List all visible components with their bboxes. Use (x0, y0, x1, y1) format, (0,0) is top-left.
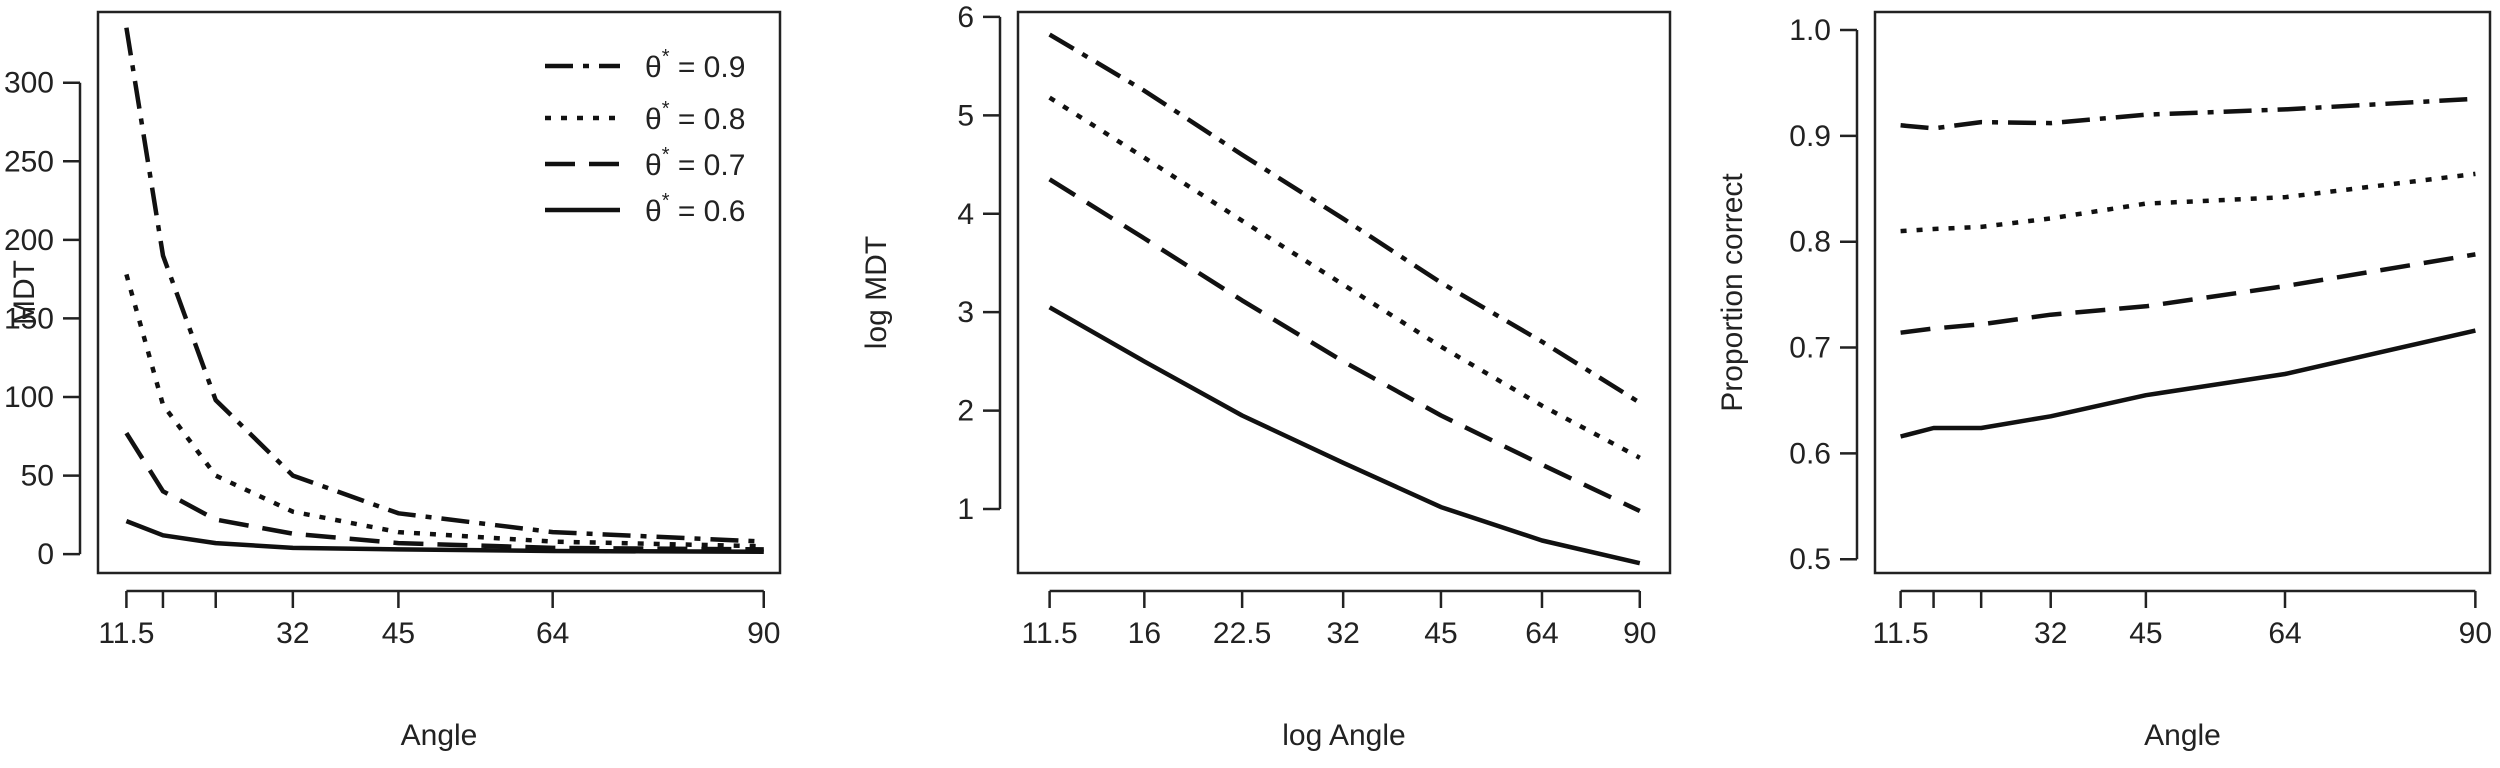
x-tick-label: 11.5 (98, 617, 154, 650)
series-line-dashed (124, 431, 764, 552)
y-tick-label: 0.6 (1789, 437, 1831, 470)
y-tick-label: 6 (957, 1, 974, 34)
y-tick-label: 1.0 (1789, 14, 1831, 47)
x-tick-label: 45 (382, 617, 415, 650)
x-tick-label: 64 (1525, 617, 1558, 650)
legend-value: = 0.6 (669, 195, 745, 228)
x-axis-title: Angle (2144, 719, 2221, 752)
legend-label: θ* = 0.6 (645, 190, 745, 228)
series-line-solid (125, 519, 764, 555)
legend-label: θ* = 0.9 (645, 46, 745, 84)
x-tick-label: 16 (1128, 617, 1161, 650)
x-tick-label: 22.5 (1213, 617, 1271, 650)
y-tick-label: 0.7 (1789, 332, 1831, 365)
series-line-dashed (1048, 177, 1641, 514)
series-line-dashed (1900, 252, 2476, 335)
y-tick-label: 0.9 (1789, 120, 1831, 153)
y-tick-label: 200 (4, 224, 54, 257)
x-tick-label: 90 (1623, 617, 1656, 650)
y-tick-label: 50 (21, 460, 54, 493)
x-tick-label: 90 (747, 617, 780, 650)
legend-label: θ* = 0.8 (645, 98, 745, 136)
legend-symbol: θ (645, 103, 662, 136)
y-tick-label: 250 (4, 145, 54, 178)
series-line-solid (1900, 328, 2476, 439)
x-tick-label: 11.5 (1022, 617, 1078, 650)
legend-symbol: θ (645, 195, 662, 228)
legend-superscript: * (662, 46, 670, 68)
series-line-solid (1048, 305, 1641, 566)
y-tick-label: 5 (957, 99, 974, 132)
y-tick-label: 300 (4, 67, 54, 100)
x-axis-title: log Angle (1282, 719, 1405, 752)
x-tick-label: 64 (536, 617, 569, 650)
y-tick-label: 4 (957, 198, 974, 231)
legend-symbol: θ (645, 149, 662, 182)
plot-frame (96, 10, 782, 575)
series-line-dotted (1048, 95, 1641, 460)
y-axis-title: Proportion correct (1716, 173, 1749, 412)
chart-panel-1: 11.5 32 45 64 90050100150200250300AngleMDTθ*… (4, 10, 782, 752)
x-tick-label: 32 (276, 617, 309, 650)
y-tick-label: 0.8 (1789, 226, 1831, 259)
chart-panel-3: 11.5 32 45 64 90 0.5 0.6 0.7 0.8 0.9 1.0 Angle Propo… (1716, 10, 2492, 752)
x-tick-label: 45 (1424, 617, 1457, 650)
legend-value: = 0.8 (669, 103, 745, 136)
legend-superscript: * (662, 190, 670, 212)
x-tick-label: 64 (2268, 617, 2301, 650)
series-line-dashdot (1900, 96, 2476, 131)
y-axis-title: MDT (8, 260, 41, 325)
legend: θ* = 0.9θ* = 0.8θ* = 0.7θ* = 0.6 (545, 46, 745, 228)
legend-label: θ* = 0.7 (645, 144, 745, 182)
plot-frame (1016, 10, 1672, 575)
legend-value: = 0.7 (669, 149, 745, 182)
series-line-dotted (124, 273, 764, 549)
x-tick-label: 32 (1326, 617, 1359, 650)
x-tick-label: 11.5 (1873, 617, 1929, 650)
plot-frame (1873, 10, 2492, 575)
y-tick-label: 2 (957, 395, 974, 428)
legend-symbol: θ (645, 51, 662, 84)
series-line-dashdot (124, 27, 764, 544)
series-line-dotted (1900, 171, 2476, 234)
legend-value: = 0.9 (669, 51, 745, 84)
y-tick-label: 1 (957, 493, 974, 526)
series-line-dashdot (1048, 32, 1641, 405)
y-tick-label: 3 (957, 296, 974, 329)
y-tick-label: 100 (4, 381, 54, 414)
y-tick-label: 150 (4, 302, 54, 335)
legend-superscript: * (662, 144, 670, 166)
y-axis-title: log MDT (860, 236, 893, 349)
x-tick-label: 45 (2129, 617, 2162, 650)
x-tick-label: 90 (2459, 617, 2492, 650)
x-axis-title: Angle (401, 719, 478, 752)
x-tick-label: 32 (2034, 617, 2067, 650)
y-tick-label: 0.5 (1789, 543, 1831, 576)
y-tick-label: 0 (37, 538, 54, 571)
legend-superscript: * (662, 98, 670, 120)
